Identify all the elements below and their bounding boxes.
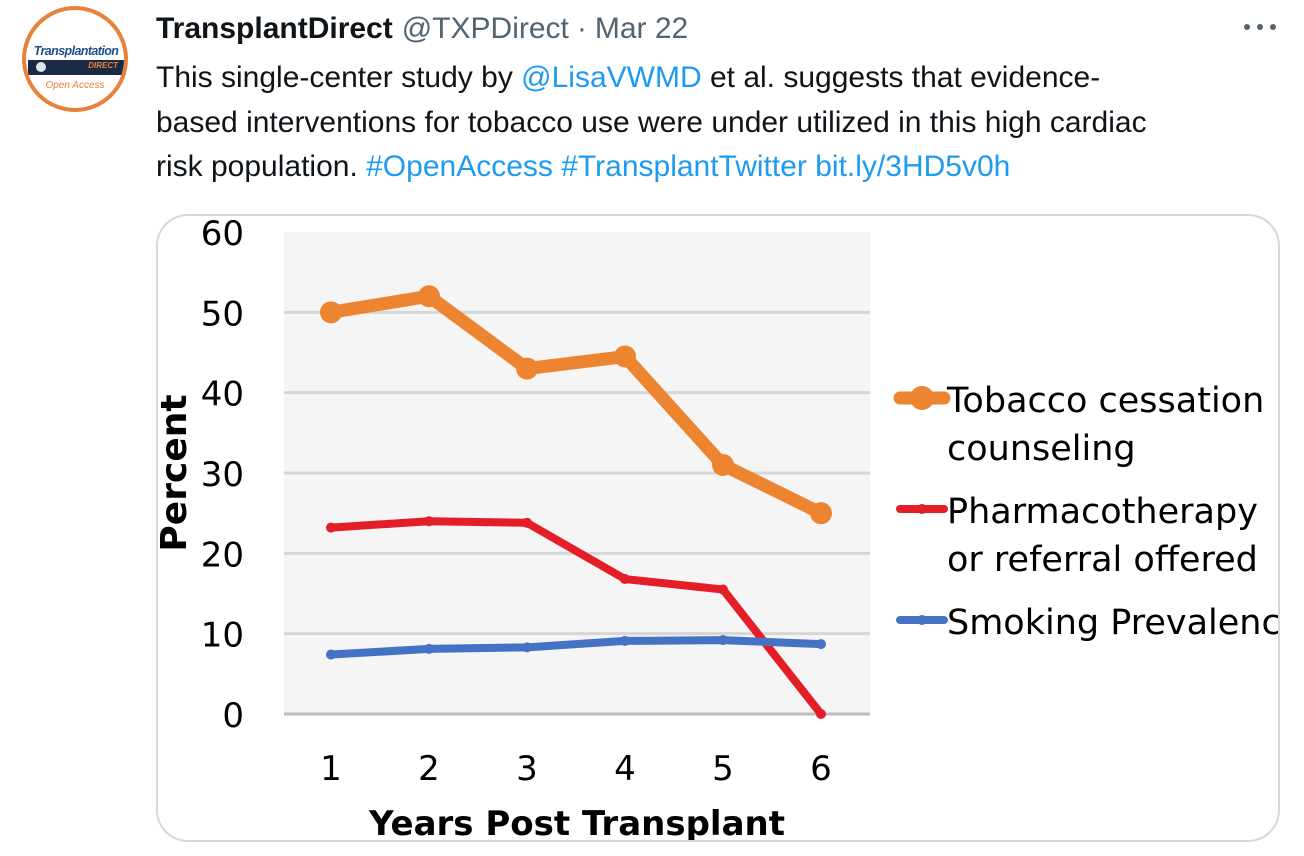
series-lines bbox=[320, 285, 832, 719]
legend-swatch-marker bbox=[910, 386, 934, 410]
display-name[interactable]: TransplantDirect bbox=[156, 12, 393, 45]
avatar-logo-sub: DIRECT bbox=[88, 61, 118, 70]
series-line bbox=[327, 636, 825, 659]
series-line bbox=[327, 517, 825, 718]
data-point bbox=[522, 517, 532, 528]
legend: Tobacco cessation counseling Pharmacothera… bbox=[893, 381, 1280, 643]
y-tick-labels: 0 10 20 30 40 50 60 bbox=[201, 214, 244, 736]
y-tick-label: 40 bbox=[201, 375, 244, 415]
header-separator: · bbox=[576, 12, 587, 45]
legend-label: Smoking Prevalence bbox=[947, 603, 1280, 643]
data-point bbox=[712, 453, 734, 476]
more-horizontal-icon[interactable] bbox=[1240, 14, 1280, 40]
x-tick-label: 5 bbox=[712, 749, 734, 789]
data-point bbox=[326, 522, 336, 533]
data-point bbox=[516, 357, 538, 380]
avatar-logo-bar: DIRECT bbox=[28, 60, 124, 75]
text-segment: risk population. bbox=[156, 150, 367, 183]
data-point bbox=[816, 639, 826, 650]
more-dot bbox=[1270, 24, 1276, 30]
data-point bbox=[326, 649, 336, 660]
tweet-text-line-3: risk population. #OpenAccess #Transplant… bbox=[156, 145, 1280, 190]
data-point bbox=[522, 642, 532, 653]
y-tick-label: 10 bbox=[201, 616, 244, 656]
profile-avatar[interactable]: Transplantation DIRECT Open Access bbox=[22, 6, 128, 112]
data-point bbox=[320, 301, 342, 324]
y-tick-label: 30 bbox=[201, 455, 244, 495]
tweet-date[interactable]: Mar 22 bbox=[594, 12, 689, 45]
legend-swatch-marker bbox=[917, 615, 927, 625]
legend-swatch-marker bbox=[917, 504, 927, 514]
mention-link[interactable]: @LisaVWMD bbox=[521, 61, 702, 94]
y-tick-label: 50 bbox=[201, 294, 244, 334]
tweet-header: TransplantDirect @TXPDirect · Mar 22 bbox=[156, 10, 688, 48]
y-tick-label: 60 bbox=[201, 214, 244, 254]
hashtag-link-transplanttwitter[interactable]: #TransplantTwitter bbox=[561, 150, 807, 183]
hashtag-link-openaccess[interactable]: #OpenAccess bbox=[366, 150, 553, 183]
data-point bbox=[424, 516, 434, 527]
legend-label: Tobacco cessation bbox=[946, 381, 1264, 421]
avatar-logo-dot bbox=[36, 62, 46, 72]
y-axis-label: Percent bbox=[156, 394, 195, 551]
y-tick-label: 20 bbox=[201, 535, 244, 575]
x-tick-label: 2 bbox=[418, 749, 440, 789]
tweet-text: This single-center study by @LisaVWMD et… bbox=[156, 56, 1280, 190]
x-tick-label: 4 bbox=[614, 749, 636, 789]
data-point bbox=[418, 285, 440, 308]
avatar-logo-badge: Open Access bbox=[45, 80, 105, 91]
more-dot bbox=[1257, 24, 1263, 30]
tweet-text-line-2: based interventions for tobacco use were… bbox=[156, 105, 1147, 139]
data-point bbox=[718, 584, 728, 595]
legend-label: or referral offered bbox=[947, 540, 1258, 580]
data-point bbox=[810, 502, 832, 525]
line-chart: 0 10 20 30 40 50 60 1 2 3 4 5 6 Tobacco cessation co… bbox=[156, 214, 1280, 842]
text-segment: et al. suggests that evidence- bbox=[701, 61, 1101, 94]
url-link[interactable]: bit.ly/3HD5v0h bbox=[815, 150, 1011, 183]
tweet-media-image[interactable]: 0 10 20 30 40 50 60 1 2 3 4 5 6 Tobacco cessation co… bbox=[156, 214, 1280, 842]
data-point bbox=[620, 635, 630, 646]
legend-label: counseling bbox=[947, 429, 1136, 469]
avatar-logo-text: Transplantation bbox=[33, 44, 119, 58]
text-segment: This single-center study by bbox=[156, 61, 522, 94]
x-tick-label: 3 bbox=[516, 749, 538, 789]
legend-label: Pharmacotherapy bbox=[947, 492, 1258, 532]
y-tick-label: 0 bbox=[222, 696, 244, 736]
data-point bbox=[614, 345, 636, 368]
data-point bbox=[718, 635, 728, 646]
user-handle[interactable]: @TXPDirect bbox=[401, 12, 569, 45]
tweet-text-line-1: This single-center study by @LisaVWMD et… bbox=[156, 56, 1280, 101]
data-point bbox=[424, 643, 434, 654]
x-axis-label: Years Post Transplant bbox=[368, 804, 785, 842]
x-tick-labels: 1 2 3 4 5 6 bbox=[320, 749, 832, 789]
data-point bbox=[816, 709, 826, 719]
data-point bbox=[620, 574, 630, 585]
x-tick-label: 6 bbox=[810, 749, 832, 789]
more-dot bbox=[1244, 24, 1250, 30]
x-tick-label: 1 bbox=[320, 749, 342, 789]
series-line bbox=[324, 289, 828, 520]
